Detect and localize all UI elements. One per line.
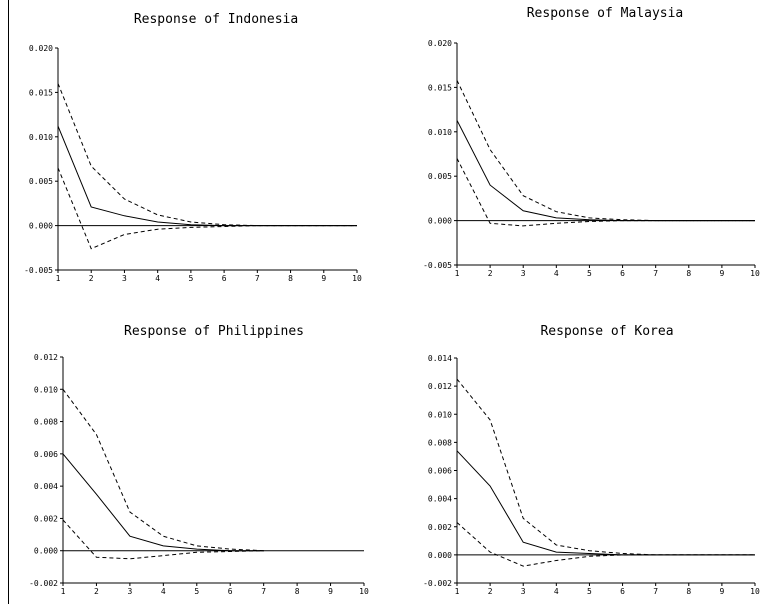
malaysia-x-tick-label: 3	[521, 269, 526, 278]
indonesia-y-tick-label: 0.020	[29, 44, 53, 53]
korea-y-tick-label: 0.008	[428, 438, 452, 447]
korea-x-tick-label: 2	[488, 587, 493, 596]
panel-title-indonesia: Response of Indonesia	[133, 12, 299, 27]
korea-y-tick-label: 0.000	[428, 551, 452, 560]
panel-title-malaysia: Response of Malaysia	[526, 6, 684, 21]
indonesia-x-tick-label: 8	[288, 274, 293, 283]
malaysia-y-tick-label: 0.005	[428, 172, 452, 181]
philippines-y-tick-label: 0.006	[34, 450, 58, 459]
indonesia-upper-band	[57, 83, 357, 227]
philippines-y-tick-label: 0.004	[34, 482, 58, 491]
indonesia-y-tick-label: 0.010	[29, 133, 53, 142]
philippines-y-tick-label: 0.000	[34, 547, 58, 556]
philippines-lower-band	[62, 519, 264, 560]
korea-x-tick-label: 4	[554, 587, 559, 596]
malaysia-x-tick-label: 6	[620, 269, 625, 278]
korea-lower-band	[456, 522, 755, 567]
philippines-y-tick-label: 0.012	[34, 353, 58, 362]
philippines-y-tick-label: -0.002	[29, 579, 58, 588]
panel-title-korea: Response of Korea	[540, 324, 674, 339]
malaysia-y-tick-label: 0.000	[428, 217, 452, 226]
korea-x-tick-label: 10	[750, 587, 760, 596]
malaysia-x-tick-label: 1	[455, 269, 460, 278]
indonesia-x-tick-label: 7	[255, 274, 260, 283]
indonesia-y-tick-label: -0.005	[24, 266, 53, 275]
malaysia-x-tick-label: 5	[587, 269, 592, 278]
indonesia-response-line	[57, 125, 357, 227]
korea-x-tick-label: 6	[620, 587, 625, 596]
malaysia-x-tick-label: 4	[554, 269, 559, 278]
malaysia-x-tick-label: 8	[686, 269, 691, 278]
malaysia-y-tick-label: 0.015	[428, 83, 452, 92]
malaysia-y-tick-label: 0.010	[428, 128, 452, 137]
left-border	[8, 0, 9, 604]
philippines-y-tick-label: 0.002	[34, 514, 58, 523]
indonesia-x-tick-label: 5	[188, 274, 193, 283]
philippines-x-tick-label: 10	[359, 587, 369, 596]
korea-y-tick-label: 0.002	[428, 523, 452, 532]
philippines-y-tick-label: 0.008	[34, 418, 58, 427]
malaysia-x-tick-label: 10	[750, 269, 760, 278]
philippines-x-tick-label: 3	[127, 587, 132, 596]
philippines-x-tick-label: 7	[261, 587, 266, 596]
indonesia-x-tick-label: 9	[321, 274, 326, 283]
philippines-upper-band	[62, 389, 264, 552]
korea-y-tick-label: 0.006	[428, 467, 452, 476]
korea-x-tick-label: 5	[587, 587, 592, 596]
indonesia-x-tick-label: 6	[222, 274, 227, 283]
philippines-response-line	[62, 453, 264, 552]
philippines-x-tick-label: 6	[228, 587, 233, 596]
indonesia-x-tick-label: 10	[352, 274, 362, 283]
korea-upper-band	[456, 378, 755, 556]
korea-x-tick-label: 7	[653, 587, 658, 596]
korea-x-tick-label: 8	[686, 587, 691, 596]
indonesia-y-tick-label: 0.005	[29, 177, 53, 186]
malaysia-x-tick-label: 2	[488, 269, 493, 278]
panel-title-philippines: Response of Philippines	[123, 324, 305, 339]
korea-x-tick-label: 9	[719, 587, 724, 596]
korea-y-tick-label: 0.004	[428, 495, 452, 504]
malaysia-upper-band	[456, 80, 755, 222]
philippines-x-tick-label: 2	[94, 587, 99, 596]
korea-y-tick-label: 0.014	[428, 354, 452, 363]
korea-y-tick-label: -0.002	[423, 579, 452, 588]
malaysia-y-tick-label: 0.020	[428, 39, 452, 48]
indonesia-x-tick-label: 3	[122, 274, 127, 283]
korea-x-tick-label: 1	[455, 587, 460, 596]
philippines-x-tick-label: 4	[161, 587, 166, 596]
indonesia-x-tick-label: 2	[89, 274, 94, 283]
philippines-y-tick-label: 0.010	[34, 385, 58, 394]
korea-x-tick-label: 3	[521, 587, 526, 596]
indonesia-lower-band	[57, 167, 357, 250]
malaysia-x-tick-label: 7	[653, 269, 658, 278]
philippines-x-tick-label: 5	[194, 587, 199, 596]
malaysia-response-line	[456, 120, 755, 222]
korea-response-line	[456, 450, 755, 556]
korea-y-tick-label: 0.012	[428, 382, 452, 391]
philippines-x-tick-label: 9	[328, 587, 333, 596]
malaysia-y-tick-label: -0.005	[423, 261, 452, 270]
indonesia-x-tick-label: 1	[56, 274, 61, 283]
philippines-x-tick-label: 8	[295, 587, 300, 596]
korea-y-tick-label: 0.010	[428, 410, 452, 419]
malaysia-x-tick-label: 9	[719, 269, 724, 278]
indonesia-y-tick-label: 0.000	[29, 222, 53, 231]
philippines-x-tick-label: 1	[61, 587, 66, 596]
malaysia-lower-band	[456, 158, 755, 227]
indonesia-y-tick-label: 0.015	[29, 88, 53, 97]
indonesia-x-tick-label: 4	[155, 274, 160, 283]
